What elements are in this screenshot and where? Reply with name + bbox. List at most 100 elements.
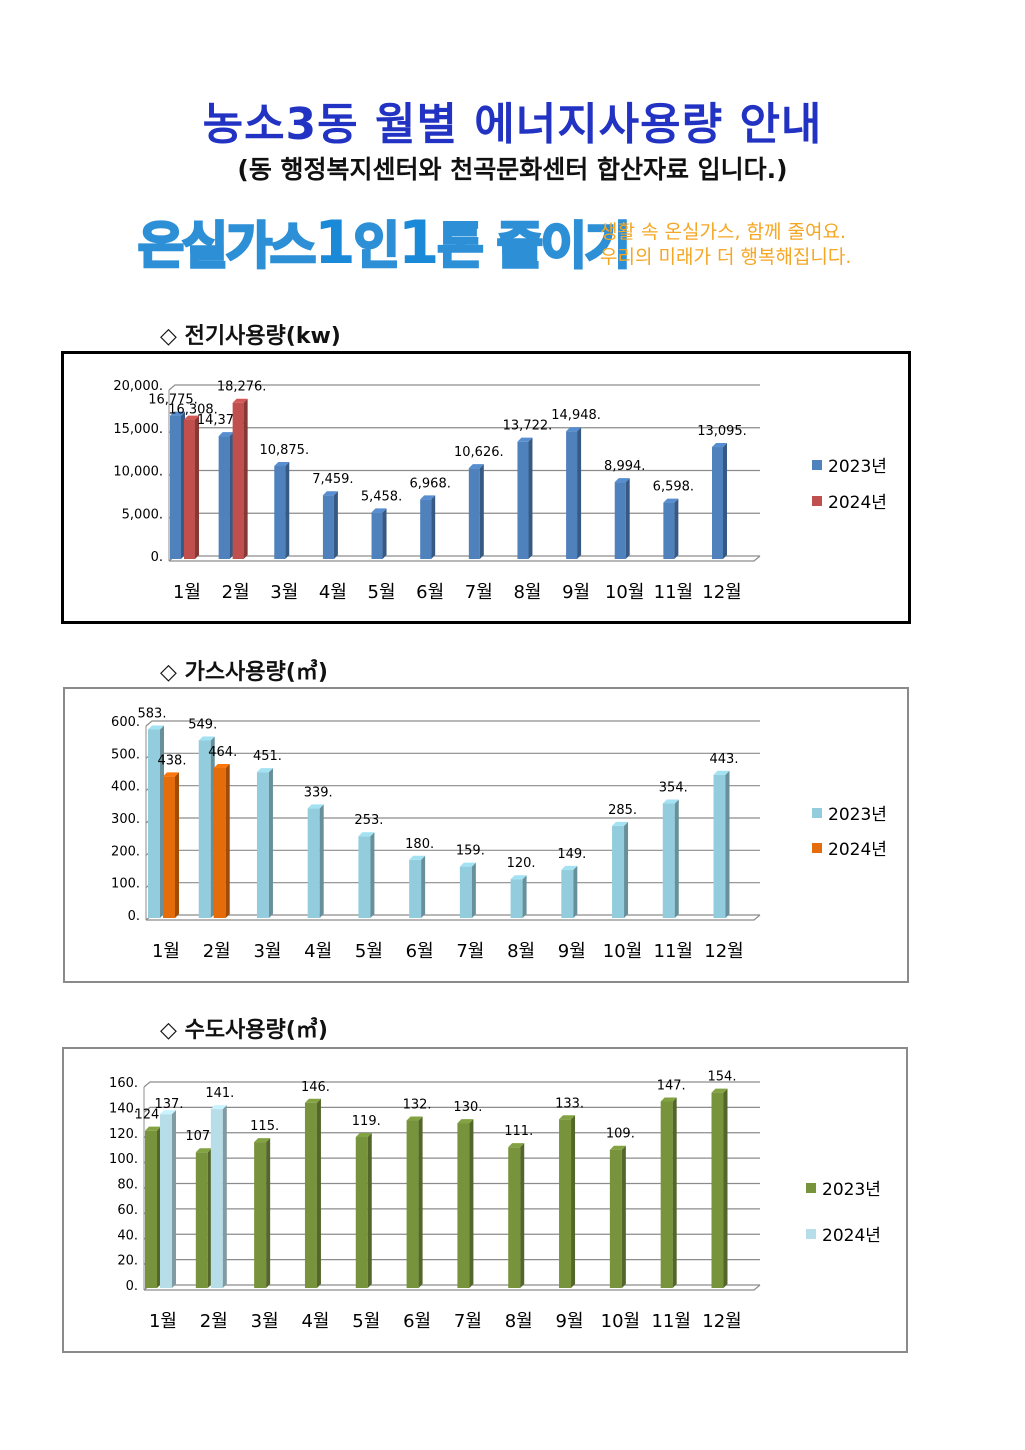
bar [322, 495, 334, 559]
bar-top [566, 427, 582, 432]
data-label: 8,994. [604, 459, 645, 474]
bar-side [672, 1097, 677, 1288]
bar [184, 419, 195, 559]
data-label: 119. [352, 1114, 381, 1129]
x-tick-label: 8월 [513, 582, 541, 603]
bar-top [145, 1126, 161, 1131]
x-tick-label: 1월 [173, 582, 201, 603]
x-tick-label: 10월 [601, 1311, 640, 1332]
bar [559, 1119, 572, 1288]
x-tick-label: 8월 [507, 941, 535, 962]
bar-side [723, 1088, 728, 1288]
x-tick-label: 4월 [304, 941, 332, 962]
y-tick-label: 100. [109, 1152, 138, 1167]
bar-side [175, 772, 179, 918]
page-subtitle: (동 행정복지센터와 천곡문화센터 합산자료 입니다.) [237, 155, 788, 184]
data-label: 180. [405, 837, 434, 852]
bar-side [367, 1133, 372, 1288]
bar-top [274, 462, 290, 467]
bar-side [316, 1098, 321, 1288]
bar [566, 431, 578, 559]
x-tick-label: 10월 [603, 941, 642, 962]
bar-top [660, 1097, 677, 1102]
y-tick-label: 100. [111, 877, 140, 892]
legend-label: 2023년 [822, 1180, 881, 1200]
bar-top [559, 1115, 576, 1120]
data-label: 120. [507, 856, 536, 871]
gridline [143, 1106, 760, 1113]
bar-top [163, 772, 179, 777]
data-label: 149. [557, 847, 586, 862]
bar-top [195, 1148, 212, 1153]
y-tick-label: 300. [111, 812, 140, 827]
bar-top [170, 411, 185, 416]
x-tick-label: 1월 [152, 941, 180, 962]
electricity-heading: ◇ 전기사용량(kw) [160, 324, 341, 349]
data-label: 111. [504, 1124, 533, 1139]
data-label: 137. [155, 1097, 184, 1112]
bar-top [213, 763, 230, 768]
water-heading: ◇ 수도사용량(㎥) [160, 1018, 328, 1043]
bar-side [382, 508, 387, 559]
bar-top [609, 1145, 626, 1150]
bar-top [406, 1116, 423, 1121]
bar-side [577, 427, 582, 559]
y-tick-label: 0. [126, 1279, 138, 1294]
data-label: 132. [403, 1098, 432, 1113]
bar-side [723, 443, 727, 559]
data-label: 154. [708, 1070, 737, 1085]
slogan-one-b: 1 [397, 208, 440, 278]
bar-side [421, 855, 426, 918]
bar-top [420, 495, 436, 500]
x-tick-label: 12월 [702, 1311, 741, 1332]
y-tick-label: 200. [111, 844, 140, 859]
bar [145, 1130, 157, 1288]
bar-side [222, 1105, 227, 1288]
bar-top [198, 736, 215, 741]
x-tick-label: 5월 [355, 941, 383, 962]
x-tick-label: 1월 [149, 1311, 177, 1332]
legend-label: 2024년 [828, 840, 887, 860]
bar-side [431, 495, 436, 559]
bar [660, 1101, 673, 1288]
x-tick-label: 2월 [200, 1311, 228, 1332]
y-tick-label: 10,000. [113, 465, 163, 480]
bar [355, 1137, 368, 1288]
data-label: 124. [135, 1108, 164, 1123]
bar-top [713, 770, 730, 775]
data-label: 146. [301, 1080, 330, 1095]
legend-swatch [812, 808, 822, 818]
y-tick-label: 0. [151, 550, 163, 565]
bar-side [522, 875, 527, 918]
bar [406, 1120, 419, 1288]
legend-label: 2023년 [828, 457, 887, 477]
bar-top [355, 1133, 372, 1138]
data-label: 130. [453, 1100, 482, 1115]
y-tick-label: 160. [109, 1076, 138, 1091]
bar-top [517, 437, 533, 442]
bar-top [409, 855, 426, 860]
bar [508, 1147, 521, 1288]
bar-top [510, 875, 527, 880]
data-label: 18,276. [217, 380, 267, 395]
x-tick-label: 11월 [654, 941, 693, 962]
bar [459, 866, 472, 918]
bar-top [459, 862, 476, 867]
gridline [143, 1081, 760, 1088]
floor-edge [169, 555, 761, 562]
bar [517, 441, 529, 559]
data-label: 549. [188, 717, 217, 732]
bar-top [256, 768, 273, 773]
bar [304, 1102, 317, 1288]
y-tick-label: 60. [117, 1203, 138, 1218]
gridline [145, 720, 760, 727]
data-label: 147. [657, 1078, 686, 1093]
bar-top [662, 799, 679, 804]
y-tick-label: 20,000. [113, 379, 163, 394]
y-tick-label: 15,000. [113, 422, 163, 437]
bar [711, 1092, 724, 1288]
y-tick-label: 140. [109, 1101, 138, 1116]
data-label: 159. [456, 844, 485, 859]
bar-side [571, 1115, 576, 1288]
bar-top [508, 1143, 525, 1148]
